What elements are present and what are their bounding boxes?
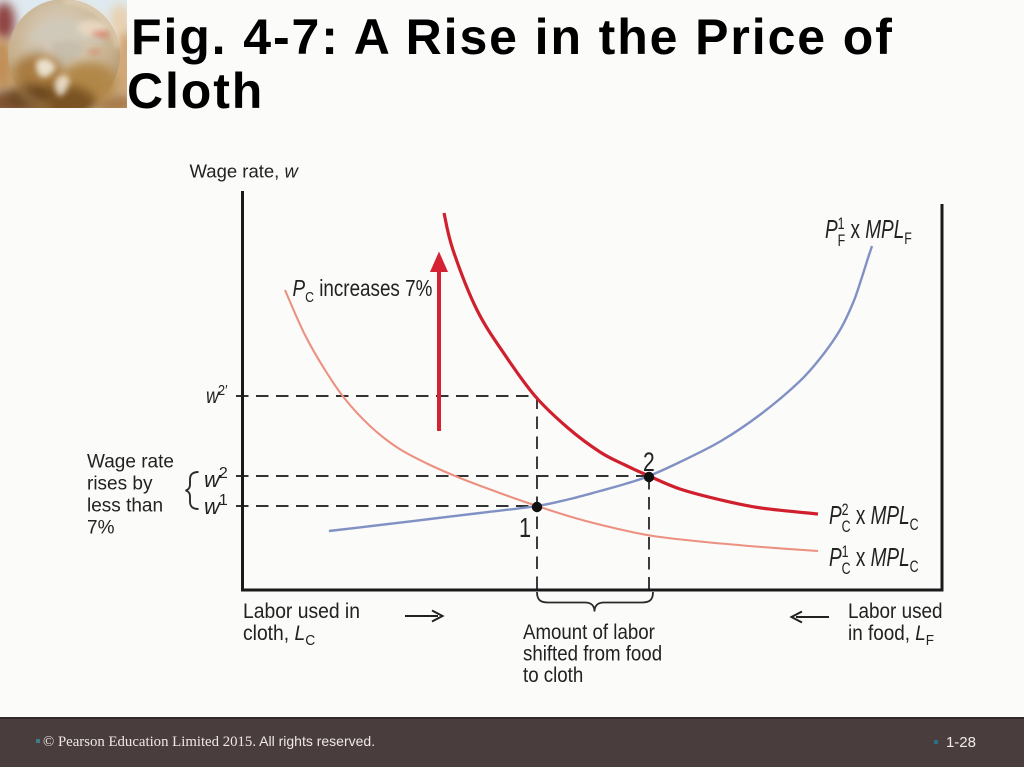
svg-text:in food, LF: in food, LF bbox=[848, 622, 934, 649]
svg-text:cloth, LC: cloth, LC bbox=[243, 622, 315, 649]
svg-text:1: 1 bbox=[519, 512, 531, 543]
svg-text:Amount of labor: Amount of labor bbox=[523, 621, 655, 644]
svg-text:2: 2 bbox=[643, 448, 655, 478]
svg-text:P2C x MPLC: P2 C x MPLC bbox=[829, 500, 919, 537]
svg-text:w2′: w2′ bbox=[206, 381, 228, 408]
svg-text:w1: w1 bbox=[204, 492, 228, 519]
svg-text:shifted from food: shifted from food bbox=[523, 643, 662, 666]
svg-text:to cloth: to cloth bbox=[523, 664, 583, 687]
svg-text:7%: 7% bbox=[87, 518, 115, 539]
svg-text:P1C x MPLC: P1 C x MPLC bbox=[829, 542, 919, 579]
svg-text:Labor used in: Labor used in bbox=[243, 600, 360, 623]
svg-text:rises by: rises by bbox=[87, 474, 153, 495]
svg-text:Wage rate, w: Wage rate, w bbox=[190, 161, 300, 182]
svg-text:Labor used: Labor used bbox=[848, 600, 943, 623]
svg-text:PC increases 7%: PC increases 7% bbox=[293, 276, 433, 305]
svg-text:w2: w2 bbox=[204, 465, 228, 492]
svg-text:less than: less than bbox=[87, 496, 163, 517]
svg-text:Wage rate: Wage rate bbox=[87, 452, 174, 473]
svg-text:P1F x MPLF: P1 F x MPLF bbox=[825, 214, 912, 251]
